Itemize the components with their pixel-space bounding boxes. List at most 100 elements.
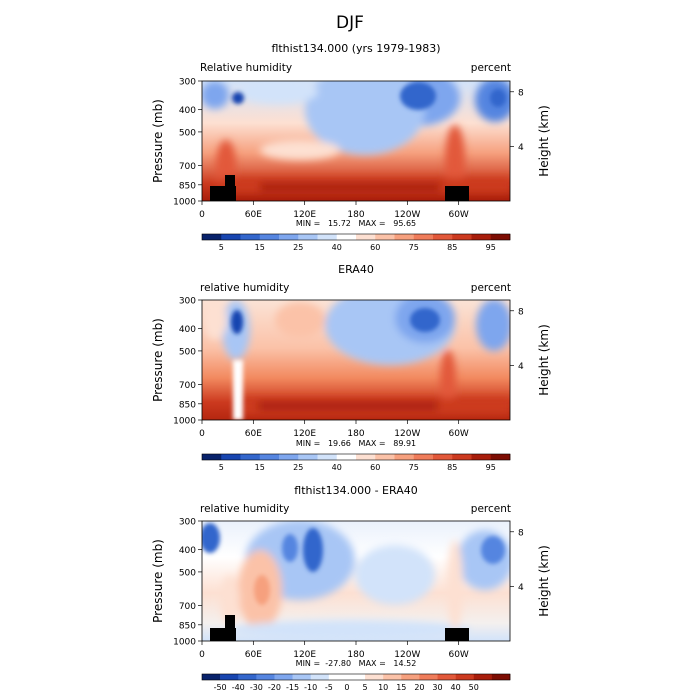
variable-label: Relative humidity xyxy=(200,62,292,74)
y-axis: Pressure (mb) 300 400 500 700 850 1000 xyxy=(151,518,202,648)
y2-tick-label: 4 xyxy=(518,362,524,372)
colorbar: -50 -40 -30 -20 -15 -10 -5 0 5 10 15 20 30 40 50 xyxy=(201,673,511,692)
colorbar: 5 15 25 40 60 75 85 95 xyxy=(201,233,511,252)
y2-axis: Height (km) 8 4 xyxy=(510,88,551,177)
min-max-stats: MIN = 15.72 MAX = 95.65 xyxy=(296,219,416,228)
y-tick-label: 300 xyxy=(179,518,196,528)
y2-tick-label: 4 xyxy=(518,143,524,153)
colorbar-swatch xyxy=(292,674,312,680)
units-label: percent xyxy=(471,282,511,294)
figure-title: DJF xyxy=(336,13,364,33)
colorbar-swatch xyxy=(220,674,239,680)
y-axis: Pressure (mb) 300 400 500 700 850 1000 xyxy=(151,297,202,427)
colorbar-swatch xyxy=(240,234,261,240)
colorbar-swatch xyxy=(375,454,395,460)
colorbar-swatch xyxy=(394,454,415,460)
colorbar-swatch xyxy=(413,234,434,240)
colorbar-label: -20 xyxy=(268,683,281,692)
colorbar-label: -40 xyxy=(232,683,245,692)
y-tick-label: 300 xyxy=(179,78,196,88)
colorbar-swatch xyxy=(317,454,338,460)
y-tick-label: 500 xyxy=(179,347,196,357)
y-tick-label: 400 xyxy=(179,325,196,335)
x-axis: 0 60E 120E 180 120W 60W xyxy=(199,201,469,220)
x-tick-label: 120W xyxy=(394,210,420,220)
y-tick-label: 1000 xyxy=(173,198,196,208)
y-tick-label: 700 xyxy=(179,602,196,612)
colorbar-swatch xyxy=(202,454,222,460)
y-tick-label: 850 xyxy=(179,181,196,191)
colorbar-label: 20 xyxy=(414,683,424,692)
colorbar-label: -15 xyxy=(286,683,299,692)
colorbar-swatch xyxy=(336,454,357,460)
colorbar-swatch xyxy=(274,674,293,680)
colorbar-label: -50 xyxy=(214,683,227,692)
x-tick-label: 180 xyxy=(347,650,364,660)
colorbar-label: -10 xyxy=(304,683,317,692)
colorbar-label: 5 xyxy=(219,243,224,252)
x-tick-label: 60W xyxy=(448,210,468,220)
colorbar-label: 85 xyxy=(447,243,457,252)
x-tick-label: 180 xyxy=(347,429,364,439)
y2-tick-label: 8 xyxy=(518,88,524,98)
colorbar-swatch xyxy=(328,674,348,680)
y2-axis: Height (km) 8 4 xyxy=(510,528,551,617)
colorbar-swatch xyxy=(298,454,318,460)
contour-field xyxy=(202,81,510,201)
x-tick-label: 60W xyxy=(448,429,468,439)
y-tick-label: 1000 xyxy=(173,638,196,648)
x-tick-label: 60E xyxy=(245,650,262,660)
panel-model: flthist134.000 (yrs 1979-1983) Relative … xyxy=(151,42,551,252)
colorbar-label: -30 xyxy=(250,683,263,692)
min-max-stats: MIN = -27.80 MAX = 14.52 xyxy=(296,659,417,668)
y-tick-label: 500 xyxy=(179,568,196,578)
x-tick-label: 120W xyxy=(394,429,420,439)
variable-label: relative humidity xyxy=(200,503,289,515)
y-tick-label: 850 xyxy=(179,621,196,631)
y-tick-label: 400 xyxy=(179,546,196,556)
colorbar-swatch xyxy=(221,454,241,460)
colorbar-swatch xyxy=(346,674,366,680)
y-axis-label: Pressure (mb) xyxy=(151,318,165,402)
colorbar-label: 40 xyxy=(451,683,461,692)
colorbar-swatch xyxy=(437,674,456,680)
colorbar-label: 75 xyxy=(409,463,419,472)
colorbar-swatch xyxy=(317,234,338,240)
y-tick-label: 300 xyxy=(179,297,196,307)
colorbar-label: 60 xyxy=(370,243,380,252)
colorbar-swatch xyxy=(336,234,357,240)
colorbar-label: 95 xyxy=(486,463,496,472)
colorbar-label: 10 xyxy=(378,683,388,692)
colorbar-swatch xyxy=(413,454,434,460)
colorbar-label: 95 xyxy=(486,243,496,252)
x-tick-label: 0 xyxy=(199,650,205,660)
x-axis: 0 60E 120E 180 120W 60W xyxy=(199,420,469,439)
units-label: percent xyxy=(471,503,511,515)
y2-axis-label: Height (km) xyxy=(537,324,551,395)
colorbar-label: 40 xyxy=(332,463,342,472)
colorbar-swatch xyxy=(383,674,402,680)
panel-era40: ERA40 relative humidity percent xyxy=(151,263,551,472)
y-axis: Pressure (mb) 300 400 500 700 850 1000 xyxy=(151,78,202,208)
units-label: percent xyxy=(471,62,511,74)
colorbar-swatch xyxy=(256,674,275,680)
x-tick-label: 0 xyxy=(199,210,205,220)
y2-axis-label: Height (km) xyxy=(537,105,551,176)
colorbar-label: 5 xyxy=(363,683,368,692)
colorbar-swatch xyxy=(279,454,299,460)
colorbar-swatch xyxy=(238,674,257,680)
x-tick-label: 60E xyxy=(245,210,262,220)
colorbar-label: 50 xyxy=(469,683,479,692)
colorbar-swatch xyxy=(394,234,415,240)
colorbar-swatch xyxy=(401,674,420,680)
colorbar-swatch xyxy=(202,234,222,240)
colorbar-swatch xyxy=(419,674,438,680)
contour-field xyxy=(202,521,510,641)
panel-title: flthist134.000 - ERA40 xyxy=(294,484,417,497)
colorbar-swatch xyxy=(455,674,475,680)
colorbar-swatch xyxy=(490,234,511,240)
x-tick-label: 120E xyxy=(293,429,316,439)
colorbar-label: 25 xyxy=(293,463,303,472)
x-tick-label: 120E xyxy=(293,210,316,220)
